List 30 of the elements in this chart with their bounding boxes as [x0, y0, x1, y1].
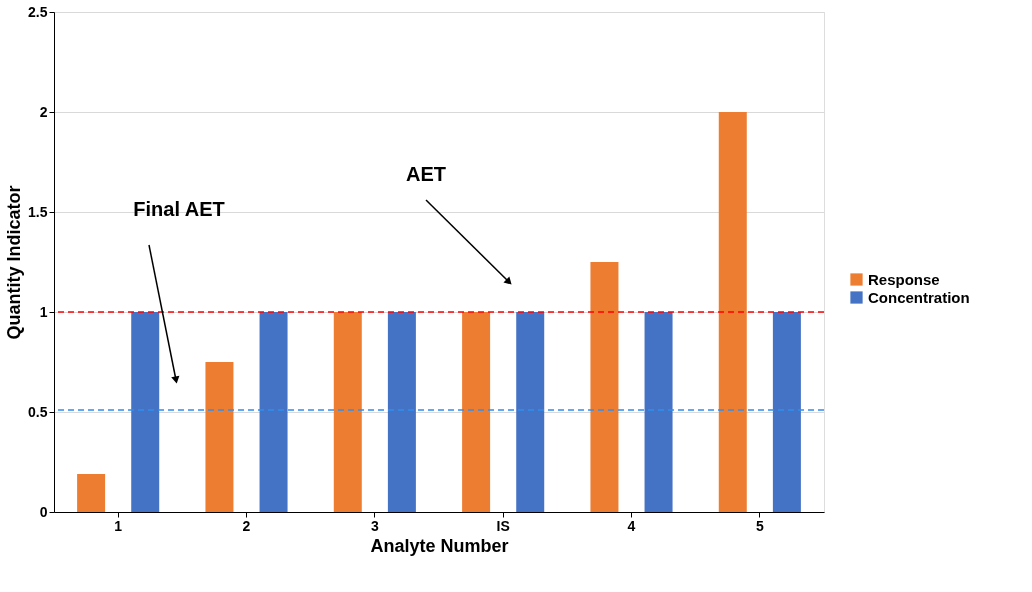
bar	[387, 312, 416, 512]
bar	[462, 312, 491, 512]
x-axis-title: Analyte Number	[370, 535, 509, 556]
y-tick-label: 0	[39, 503, 48, 520]
x-tick-label: 2	[242, 517, 251, 534]
y-tick-label: 1.5	[28, 203, 48, 220]
x-tick-label: 1	[114, 517, 123, 534]
x-tick-label: IS	[496, 517, 510, 534]
x-tick-label: 5	[755, 517, 764, 534]
annotation: AET	[406, 163, 446, 185]
bar	[772, 312, 801, 512]
y-tick-label: 2.5	[28, 3, 48, 20]
legend-label: Response	[868, 270, 940, 288]
bar	[590, 262, 619, 512]
bar	[131, 312, 160, 512]
bar	[259, 312, 288, 512]
bar	[516, 312, 545, 512]
y-tick-label: 2	[39, 103, 48, 120]
x-tick-label: 3	[370, 517, 379, 534]
x-tick-label: 4	[627, 517, 636, 534]
bar	[718, 112, 747, 512]
bar	[205, 362, 234, 512]
annotation: Final AET	[133, 198, 225, 220]
y-tick-label: 1	[39, 303, 48, 320]
legend-label: Concentration	[868, 288, 970, 306]
y-axis-title: Quantity Indicator	[4, 185, 25, 340]
bar	[77, 474, 106, 512]
bar	[333, 312, 362, 512]
bar	[644, 312, 673, 512]
y-tick-label: 0.5	[28, 403, 48, 420]
